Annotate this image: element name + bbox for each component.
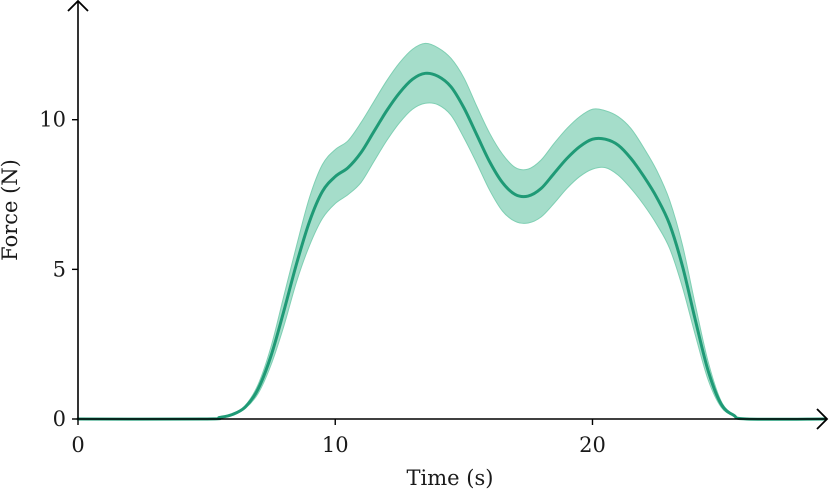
x-axis-title: Time (s) <box>407 466 494 490</box>
ticks: 0 10 20 0 5 10 <box>39 108 606 457</box>
y-axis-title: Force (N) <box>0 159 22 261</box>
x-tick-label: 10 <box>322 433 349 457</box>
y-tick-label: 0 <box>53 407 66 431</box>
x-tick-label: 20 <box>579 433 606 457</box>
axes <box>67 0 829 430</box>
y-tick-label: 10 <box>39 108 66 132</box>
confidence-band <box>77 42 825 420</box>
y-tick-label: 5 <box>53 257 66 281</box>
y-axis-arrowhead <box>67 0 89 12</box>
x-tick-label: 0 <box>71 433 84 457</box>
x-axis-arrowhead <box>816 408 829 430</box>
plot-area <box>76 42 826 421</box>
mean-force-line <box>76 71 826 421</box>
